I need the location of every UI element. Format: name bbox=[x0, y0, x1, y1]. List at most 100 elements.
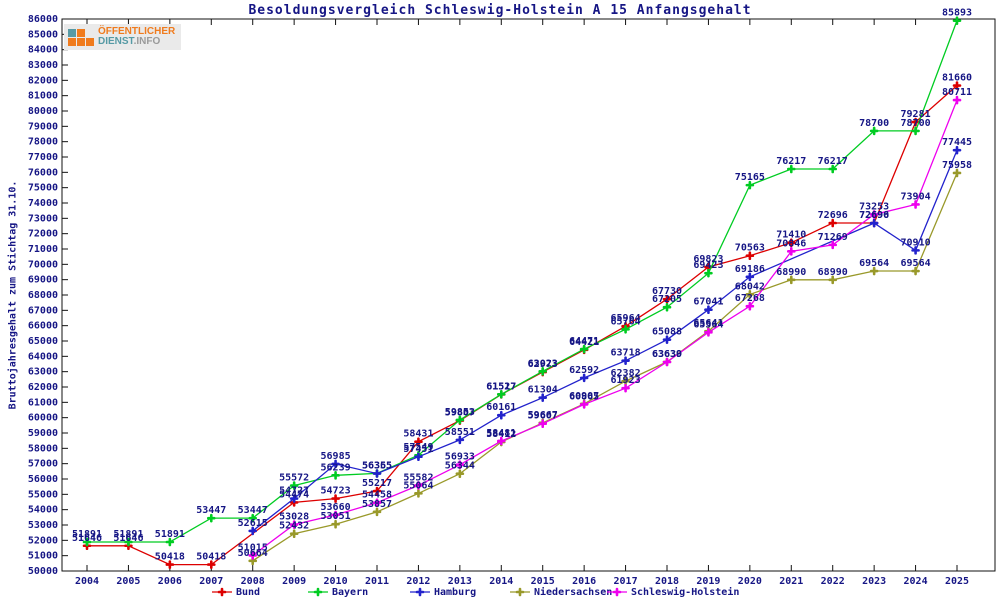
value-label-bayern-2008: 53447 bbox=[238, 505, 268, 516]
value-label-bund-2016: 64421 bbox=[569, 337, 599, 348]
data-point-schleswig-holstein-2021 bbox=[786, 247, 796, 256]
value-label-bayern-2023: 78700 bbox=[859, 118, 889, 129]
logo-squares-icon bbox=[68, 28, 94, 46]
value-label-bund-2017: 65964 bbox=[611, 313, 641, 324]
svg-text:85000: 85000 bbox=[28, 29, 58, 40]
data-point-bayern-2017 bbox=[621, 324, 630, 334]
svg-text:64000: 64000 bbox=[28, 351, 58, 362]
value-label-niedersachsen-2010: 53051 bbox=[321, 511, 351, 522]
legend-item-hamburg: Hamburg bbox=[410, 587, 476, 598]
legend-label-schleswig-holstein: Schleswig-Holstein bbox=[631, 586, 739, 598]
value-label-schleswig-holstein-2018: 63630 bbox=[652, 349, 682, 360]
data-point-bayern-2008 bbox=[248, 513, 258, 523]
data-point-hamburg-2017 bbox=[621, 356, 630, 365]
data-point-bayern-2005 bbox=[124, 537, 133, 547]
value-label-bund-2025: 81660 bbox=[942, 73, 972, 84]
svg-text:58000: 58000 bbox=[28, 443, 58, 454]
svg-text:72000: 72000 bbox=[28, 229, 58, 240]
data-point-niedersachsen-2017 bbox=[621, 376, 630, 386]
svg-text:57000: 57000 bbox=[28, 459, 58, 470]
data-point-niedersachsen-2013 bbox=[455, 469, 465, 479]
value-label-schleswig-holstein-2023: 73253 bbox=[859, 201, 889, 212]
value-label-schleswig-holstein-2009: 53028 bbox=[279, 512, 309, 523]
value-label-bund-2005: 51646 bbox=[113, 533, 143, 544]
value-label-hamburg-2018: 65088 bbox=[652, 327, 682, 338]
svg-text:2017: 2017 bbox=[614, 576, 638, 587]
data-point-hamburg-2015 bbox=[538, 393, 548, 402]
svg-text:54000: 54000 bbox=[28, 505, 58, 516]
value-label-niedersachsen-2015: 59667 bbox=[528, 410, 558, 421]
value-label-schleswig-holstein-2013: 56933 bbox=[445, 452, 475, 463]
svg-text:2015: 2015 bbox=[531, 576, 555, 587]
value-label-schleswig-holstein-2025: 80711 bbox=[942, 87, 972, 98]
svg-text:66000: 66000 bbox=[28, 321, 58, 332]
data-point-hamburg-2012 bbox=[414, 452, 423, 462]
value-label-bayern-2020: 75165 bbox=[735, 172, 765, 183]
value-label-bund-2011: 55217 bbox=[362, 478, 392, 489]
value-label-bund-2004: 51646 bbox=[72, 533, 102, 544]
value-label-bund-2009: 54474 bbox=[279, 489, 309, 500]
value-label-niedersachsen-2008: 50664 bbox=[238, 548, 268, 559]
value-label-bund-2007: 50418 bbox=[196, 552, 226, 563]
value-label-schleswig-holstein-2017: 61923 bbox=[611, 375, 641, 386]
legend-item-bund: Bund bbox=[212, 587, 260, 598]
value-label-bund-2024: 79281 bbox=[901, 109, 931, 120]
value-label-bayern-2021: 76217 bbox=[776, 156, 806, 167]
value-label-hamburg-2017: 63718 bbox=[611, 348, 641, 359]
data-point-niedersachsen-2023 bbox=[869, 266, 879, 276]
data-point-bund-2025 bbox=[952, 81, 962, 90]
data-point-schleswig-holstein-2014 bbox=[496, 436, 506, 446]
data-point-bund-2006 bbox=[165, 560, 175, 569]
value-label-bayern-2025: 85893 bbox=[942, 8, 972, 19]
data-point-niedersachsen-2012 bbox=[414, 489, 423, 498]
legend-marker-bund bbox=[217, 587, 227, 597]
y-axis-ticks: 50000 51000 52000 53000 54000 55000 56000 57000… bbox=[28, 14, 68, 577]
svg-text:78000: 78000 bbox=[28, 137, 58, 148]
value-label-hamburg-2020: 69186 bbox=[735, 264, 765, 275]
value-label-schleswig-holstein-2022: 71269 bbox=[818, 232, 848, 243]
svg-text:2024: 2024 bbox=[904, 576, 928, 587]
value-label-bund-2023: 72696 bbox=[859, 210, 889, 221]
data-point-bayern-2020 bbox=[745, 180, 755, 190]
data-point-niedersachsen-2022 bbox=[828, 275, 838, 285]
value-label-schleswig-holstein-2016: 60865 bbox=[569, 391, 599, 402]
data-point-bayern-2009 bbox=[289, 481, 299, 490]
value-label-bund-2021: 71410 bbox=[776, 230, 806, 241]
svg-text:82000: 82000 bbox=[28, 75, 58, 86]
value-label-bayern-2006: 51891 bbox=[155, 529, 185, 540]
data-point-hamburg-2011 bbox=[372, 469, 382, 478]
svg-text:2011: 2011 bbox=[365, 576, 389, 587]
chart-title: Besoldungsvergleich Schleswig-Holstein A… bbox=[248, 3, 752, 18]
series-bayern bbox=[82, 16, 962, 547]
svg-text:2025: 2025 bbox=[945, 576, 969, 587]
value-label-hamburg-2019: 67041 bbox=[693, 297, 723, 308]
data-point-schleswig-holstein-2017 bbox=[621, 383, 630, 393]
oeffentlicher-dienst-logo[interactable]: ÖFFENTLICHER DIENST.INFO bbox=[64, 24, 182, 50]
value-label-bayern-2018: 67205 bbox=[652, 294, 682, 305]
logo-text: ÖFFENTLICHER DIENST.INFO bbox=[98, 27, 175, 47]
svg-text:2018: 2018 bbox=[655, 576, 679, 587]
value-label-bayern-2015: 63023 bbox=[528, 358, 558, 369]
value-label-hamburg-2023: 72690 bbox=[859, 210, 889, 221]
value-label-niedersachsen-2023: 69564 bbox=[859, 258, 889, 269]
value-label-niedersachsen-2016: 60907 bbox=[569, 391, 599, 402]
svg-text:2023: 2023 bbox=[862, 576, 886, 587]
series-hamburg bbox=[248, 145, 962, 536]
data-point-hamburg-2020 bbox=[745, 272, 755, 282]
data-point-hamburg-2016 bbox=[579, 373, 589, 383]
svg-text:2007: 2007 bbox=[199, 576, 223, 587]
value-label-bayern-2011: 56365 bbox=[362, 460, 392, 471]
value-label-hamburg-2009: 54727 bbox=[279, 486, 309, 497]
data-point-schleswig-holstein-2011 bbox=[372, 498, 382, 507]
data-point-bayern-2015 bbox=[538, 367, 548, 376]
value-label-bayern-2012: 57549 bbox=[403, 442, 433, 453]
svg-text:2019: 2019 bbox=[696, 576, 720, 587]
data-point-bund-2018 bbox=[662, 294, 672, 304]
data-point-bayern-2025 bbox=[952, 16, 962, 25]
data-point-bayern-2018 bbox=[662, 302, 672, 312]
svg-text:2010: 2010 bbox=[324, 576, 348, 587]
legend-label-bayern: Bayern bbox=[332, 587, 368, 598]
data-point-bayern-2016 bbox=[579, 344, 589, 354]
data-point-hamburg-2018 bbox=[662, 335, 672, 344]
data-point-schleswig-holstein-2009 bbox=[289, 520, 299, 529]
